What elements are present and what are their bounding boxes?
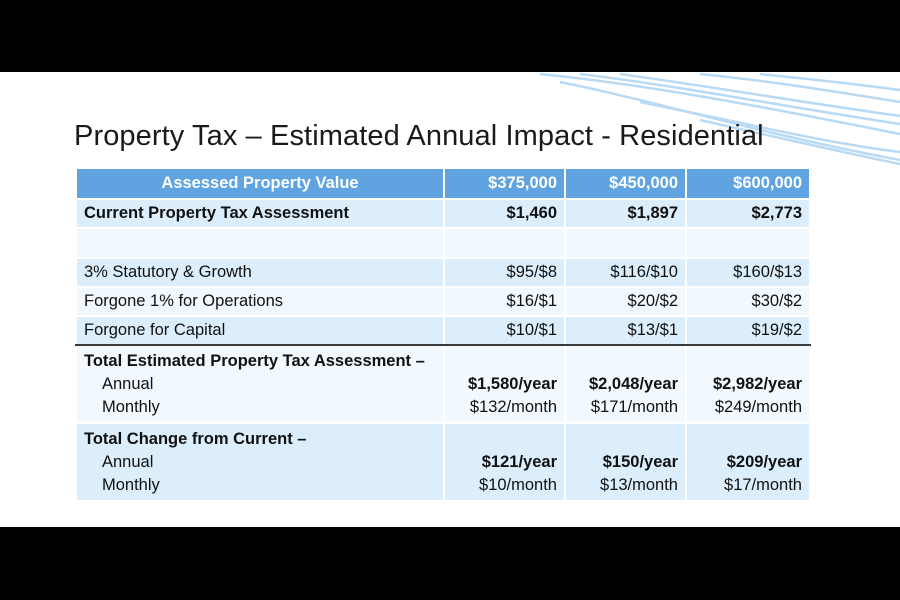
monthly-value: $249/month: [714, 398, 802, 416]
monthly-label: Monthly: [102, 398, 160, 416]
row-label: Total Change from Current –: [84, 430, 307, 448]
cell: $95/$8: [443, 257, 566, 288]
annual-value: $1,580/year: [467, 375, 557, 393]
cell: $150/year $13/month: [564, 422, 687, 502]
annual-label: Annual: [102, 375, 154, 393]
blank-cell: [75, 227, 445, 259]
header-label: Assessed Property Value: [75, 167, 445, 200]
blank-cell: [564, 227, 687, 259]
annual-value: $209/year: [726, 453, 802, 471]
cell: $116/$10: [564, 257, 687, 288]
monthly-label: Monthly: [102, 476, 160, 494]
cell: $2,048/year $171/month: [564, 344, 687, 424]
annual-value: $150/year: [602, 453, 678, 471]
table-row-capital: Forgone for Capital $10/$1 $13/$1 $19/$2: [75, 315, 811, 346]
wave-decoration: [539, 72, 900, 166]
row-label: Forgone for Capital: [75, 315, 445, 346]
header-value: $600,000: [685, 167, 811, 200]
table-row-total: Total Estimated Property Tax Assessment …: [75, 344, 811, 424]
cell: $16/$1: [443, 286, 566, 317]
row-label: Forgone 1% for Operations: [75, 286, 445, 317]
table-row-current: Current Property Tax Assessment $1,460 $…: [75, 198, 811, 229]
cell: $1,580/year $132/month: [443, 344, 566, 424]
monthly-value: $132/month: [469, 398, 557, 416]
blank-cell: [685, 227, 811, 259]
cell: $209/year $17/month: [685, 422, 811, 502]
cell: $20/$2: [564, 286, 687, 317]
table-header-row: Assessed Property Value $375,000 $450,00…: [75, 167, 811, 200]
cell: $2,773: [685, 198, 811, 229]
cell: $2,982/year $249/month: [685, 344, 811, 424]
row-label-group: Total Change from Current – Annual Month…: [75, 422, 445, 502]
header-value: $375,000: [443, 167, 566, 200]
page-title: Property Tax – Estimated Annual Impact -…: [74, 120, 764, 152]
monthly-value: $171/month: [590, 398, 678, 416]
slide: Property Tax – Estimated Annual Impact -…: [0, 72, 900, 527]
annual-value: $121/year: [481, 453, 557, 471]
row-label: Current Property Tax Assessment: [75, 198, 445, 229]
table-row-operations: Forgone 1% for Operations $16/$1 $20/$2 …: [75, 286, 811, 317]
cell: $121/year $10/month: [443, 422, 566, 502]
monthly-value: $10/month: [479, 476, 557, 494]
annual-value: $2,982/year: [712, 375, 802, 393]
row-label: Total Estimated Property Tax Assessment …: [84, 352, 425, 370]
cell: $19/$2: [685, 315, 811, 346]
blank-cell: [443, 227, 566, 259]
header-value: $450,000: [564, 167, 687, 200]
table-row-statutory: 3% Statutory & Growth $95/$8 $116/$10 $1…: [75, 257, 811, 288]
table-row-change: Total Change from Current – Annual Month…: [75, 422, 811, 502]
cell: $30/$2: [685, 286, 811, 317]
table-row-spacer: [75, 227, 811, 259]
row-label-group: Total Estimated Property Tax Assessment …: [75, 344, 445, 424]
annual-value: $2,048/year: [588, 375, 678, 393]
monthly-value: $17/month: [724, 476, 802, 494]
cell: $1,460: [443, 198, 566, 229]
monthly-value: $13/month: [600, 476, 678, 494]
row-label: 3% Statutory & Growth: [75, 257, 445, 288]
cell: $13/$1: [564, 315, 687, 346]
tax-impact-table: Assessed Property Value $375,000 $450,00…: [75, 167, 811, 502]
cell: $10/$1: [443, 315, 566, 346]
annual-label: Annual: [102, 453, 154, 471]
cell: $160/$13: [685, 257, 811, 288]
cell: $1,897: [564, 198, 687, 229]
